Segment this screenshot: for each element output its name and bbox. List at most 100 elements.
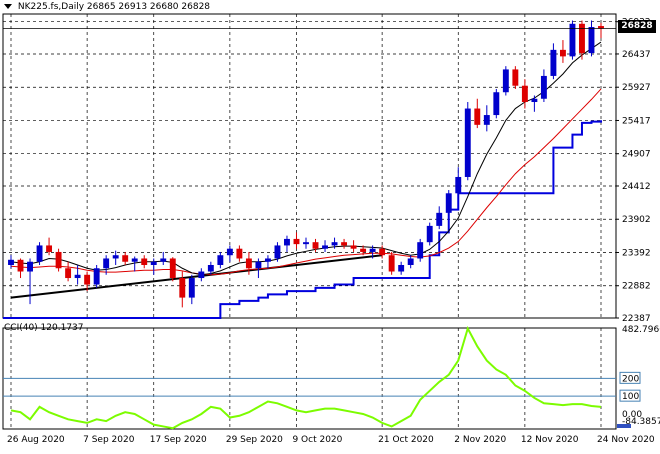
- candle-body: [122, 255, 129, 262]
- cci-axis-bottom-label: -84.3857: [622, 417, 660, 427]
- candle: [550, 43, 557, 80]
- y-tick-label: 22882: [622, 282, 651, 292]
- candle-body: [112, 255, 119, 259]
- candle: [303, 237, 309, 249]
- chart-title: NK225.fs,Daily 26865 26913 26680 26828: [4, 2, 210, 12]
- candle-body: [93, 268, 100, 285]
- candle: [559, 40, 566, 63]
- candle-body: [74, 274, 81, 279]
- envelope-line: [3, 120, 602, 319]
- candle-body: [331, 242, 338, 246]
- candle-body: [379, 248, 386, 256]
- candle: [141, 255, 148, 269]
- candle-body: [217, 255, 224, 265]
- candle-body: [207, 264, 214, 272]
- x-tick-label: 7 Sep 2020: [83, 435, 135, 445]
- candle-body: [445, 193, 452, 213]
- candle-body: [388, 255, 395, 272]
- candle-body: [407, 258, 414, 265]
- x-tick-label: 12 Nov 2020: [521, 435, 579, 445]
- candle: [531, 95, 538, 112]
- candle-body: [65, 268, 72, 279]
- candle-body: [426, 225, 433, 243]
- last-price-tag: 26828: [618, 20, 656, 33]
- candle: [255, 258, 262, 279]
- candle-body: [255, 261, 262, 269]
- candle: [93, 264, 100, 288]
- candle: [150, 258, 157, 275]
- candle-body: [284, 238, 290, 246]
- candle: [598, 22, 604, 39]
- candle-body: [312, 242, 319, 249]
- candle-body: [455, 176, 462, 194]
- candle: [493, 88, 500, 119]
- candle-body: [141, 258, 148, 265]
- candle-body: [103, 258, 110, 269]
- candle-body: [474, 108, 481, 125]
- price-panel-frame: [2, 13, 617, 319]
- y-tick-label: 25927: [622, 83, 651, 93]
- candle: [379, 245, 386, 259]
- y-tick-label: 25417: [622, 116, 651, 126]
- ma-fast-line: [10, 41, 602, 276]
- trend-line: [10, 254, 383, 299]
- cci-line: [10, 325, 602, 430]
- candle-body: [550, 49, 557, 76]
- candle: [445, 190, 452, 217]
- candle: [455, 167, 462, 200]
- candle-body: [84, 274, 91, 285]
- x-tick-label: 24 Nov 2020: [597, 435, 655, 445]
- candle: [169, 257, 176, 282]
- candle-body: [398, 264, 405, 272]
- candle: [179, 271, 186, 308]
- ma-slow-line: [10, 88, 602, 276]
- candle-body: [303, 242, 309, 245]
- candle: [341, 238, 348, 249]
- candle: [274, 242, 281, 262]
- cci-axis-top-label: 482.7966: [622, 325, 660, 335]
- candle: [512, 66, 519, 89]
- candle: [464, 102, 471, 181]
- candle: [398, 261, 405, 275]
- candle-body: [236, 248, 243, 259]
- candle: [36, 242, 43, 265]
- candle-body: [540, 75, 547, 99]
- candle-body: [169, 258, 176, 279]
- candle-body: [464, 108, 471, 177]
- candle: [17, 258, 24, 279]
- candle: [369, 245, 376, 259]
- candle: [350, 240, 357, 252]
- candle-body: [512, 69, 519, 86]
- candle-body: [55, 251, 62, 269]
- cci-level-box: [619, 389, 641, 402]
- candle: [588, 20, 595, 57]
- cci-level-label: 100: [622, 392, 639, 402]
- candle-body: [350, 245, 357, 249]
- candle: [122, 251, 129, 265]
- candle-body: [274, 245, 281, 259]
- y-tick-label: 23902: [622, 215, 651, 225]
- dropdown-arrow-icon: [4, 4, 12, 9]
- candle-body: [8, 259, 14, 265]
- cci-level-box: [619, 371, 641, 384]
- x-tick-label: 2 Nov 2020: [454, 435, 506, 445]
- candle: [131, 256, 138, 272]
- candle: [27, 258, 33, 305]
- y-tick-label: 24412: [622, 182, 651, 192]
- candle: [426, 222, 433, 246]
- candle-body: [264, 258, 271, 262]
- candle: [8, 255, 14, 269]
- candle: [160, 251, 167, 265]
- candle: [245, 251, 252, 275]
- symbol-label: NK225.fs,Daily: [17, 2, 85, 12]
- candle: [84, 271, 91, 292]
- candle-body: [131, 258, 138, 262]
- y-tick-label: 22387: [622, 314, 651, 324]
- candle: [502, 66, 509, 96]
- candle: [540, 69, 547, 103]
- x-tick-label: 29 Sep 2020: [226, 435, 283, 445]
- candle-body: [198, 271, 205, 279]
- candle: [55, 248, 62, 272]
